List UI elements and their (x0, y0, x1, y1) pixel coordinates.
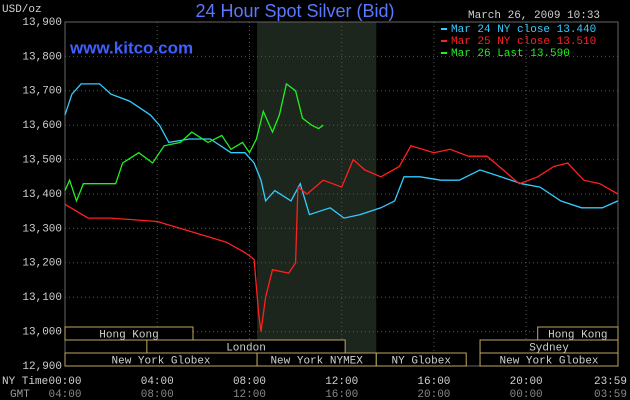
legend-label: Mar 26 Last 13.590 (451, 48, 570, 60)
x-tick-label: 08:00 (233, 376, 266, 388)
series-line (64, 145, 619, 332)
legend-label: Mar 24 NY close 13.440 (451, 24, 596, 36)
y-tick-label: 12,900 (22, 361, 62, 373)
x-tick-label: 12:00 (325, 376, 358, 388)
series-line (64, 83, 619, 219)
y-axis-label: USD/oz (2, 4, 42, 16)
shade-region (257, 22, 377, 366)
session-label: New York Globex (500, 355, 599, 367)
session-label: Sydney (529, 342, 569, 354)
x2-tick-label: 16:00 (325, 389, 358, 400)
x-axis-label: NY Time (2, 376, 48, 388)
timestamp: March 26, 2009 10:33 (468, 10, 600, 22)
session-label: Hong Kong (99, 329, 158, 341)
y-tick-label: 13,100 (22, 292, 62, 304)
x2-tick-label: 12:00 (233, 389, 266, 400)
x2-tick-label: 20:00 (417, 389, 450, 400)
y-tick-label: 13,900 (22, 17, 62, 29)
session-label: New York Globex (112, 355, 211, 367)
series-line (64, 82, 324, 203)
legend-label: Mar 25 NY close 13.510 (451, 36, 596, 48)
session-label: Hong Kong (548, 329, 607, 341)
y-tick-label: 13,800 (22, 51, 62, 63)
session-label: London (226, 342, 266, 354)
x2-tick-label: 08:00 (141, 389, 174, 400)
y-tick-label: 13,500 (22, 155, 62, 167)
x-tick-label: 04:00 (141, 376, 174, 388)
x2-tick-label: 00:00 (510, 389, 543, 400)
x2-axis-label: GMT (10, 389, 30, 400)
x2-tick-label: 03:59 (594, 389, 627, 400)
chart-title: 24 Hour Spot Silver (Bid) (195, 1, 394, 21)
watermark: www.kitco.com (69, 38, 193, 57)
session-box (375, 352, 467, 367)
y-tick-label: 13,000 (22, 327, 62, 339)
y-tick-label: 13,600 (22, 120, 62, 132)
x-tick-label: 16:00 (417, 376, 450, 388)
x-tick-label: 00:00 (48, 376, 81, 388)
session-label: NY Globex (392, 355, 452, 367)
session-box (64, 326, 194, 341)
y-tick-label: 13,400 (22, 189, 62, 201)
x-tick-label: 23:59 (594, 376, 627, 388)
session-box (479, 352, 619, 367)
session-label: New York NYMEX (270, 355, 363, 367)
y-tick-label: 13,200 (22, 258, 62, 270)
y-tick-label: 13,700 (22, 86, 62, 98)
x2-tick-label: 04:00 (48, 389, 81, 400)
x-tick-label: 20:00 (510, 376, 543, 388)
y-tick-label: 13,300 (22, 223, 62, 235)
